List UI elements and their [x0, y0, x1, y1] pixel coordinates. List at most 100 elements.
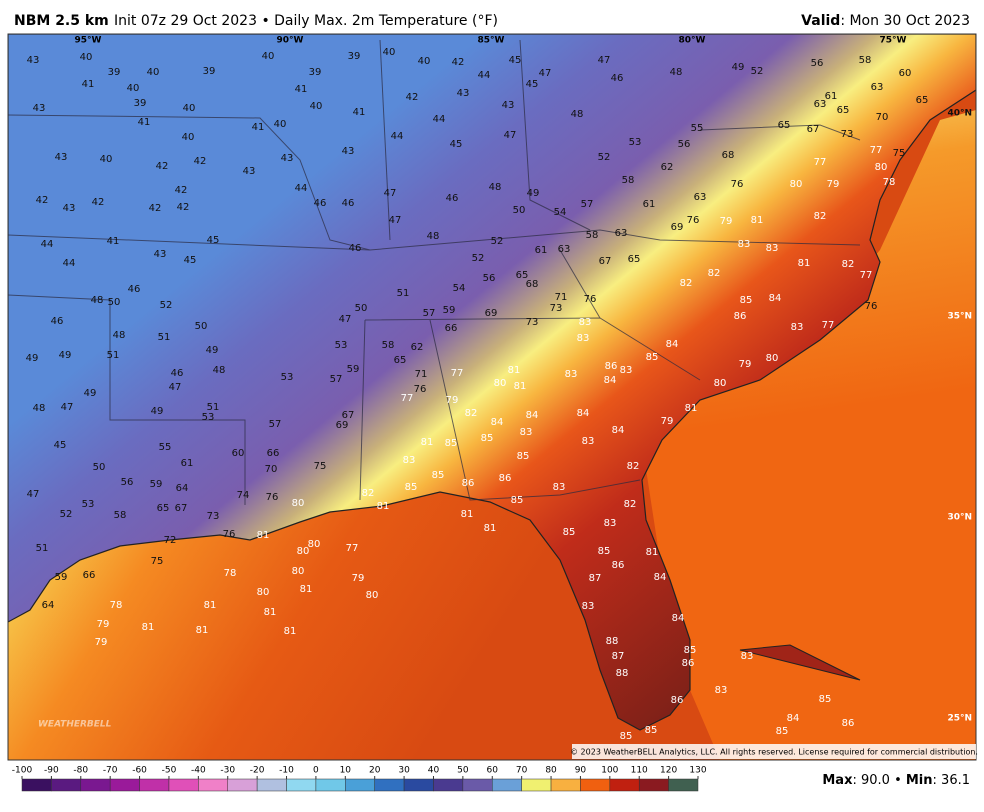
station-value: 85	[432, 470, 445, 481]
station-value: 53	[281, 372, 294, 383]
station-value: 61	[181, 458, 194, 469]
station-value: 48	[91, 295, 104, 306]
station-value: 81	[508, 365, 521, 376]
station-value: 56	[811, 58, 824, 69]
station-value: 52	[472, 253, 485, 264]
colorbar-tick-label: -10	[279, 766, 294, 776]
station-value: 46	[314, 198, 327, 209]
colorbar-swatch	[492, 778, 522, 792]
lon-label: 95°W	[75, 36, 102, 46]
station-value: 83	[604, 518, 617, 529]
station-value: 40	[310, 101, 323, 112]
colorbar-swatch	[403, 778, 434, 792]
station-value: 85	[405, 482, 418, 493]
station-value: 48	[213, 365, 226, 376]
colorbar-swatch	[609, 778, 640, 792]
station-value: 55	[159, 442, 172, 453]
station-value: 81	[377, 501, 390, 512]
station-value: 40	[274, 119, 287, 130]
station-value: 80	[308, 539, 321, 550]
station-value: 84	[769, 293, 782, 304]
station-value: 50	[513, 205, 526, 216]
station-value: 85	[445, 438, 458, 449]
station-value: 79	[720, 216, 733, 227]
lat-label: 25°N	[947, 714, 972, 724]
station-value: 86	[671, 695, 684, 706]
station-value: 40	[182, 132, 195, 143]
station-value: 79	[97, 619, 110, 630]
station-value: 83	[579, 317, 592, 328]
station-value: 85	[511, 495, 524, 506]
valid-label: Valid	[801, 13, 840, 29]
station-value: 86	[499, 473, 512, 484]
colorbar-tick-label: -70	[103, 766, 118, 776]
station-value: 77	[814, 157, 827, 168]
station-value: 80	[766, 353, 779, 364]
logo: WEATHERBELL	[38, 720, 112, 730]
station-value: 67	[807, 124, 820, 135]
station-value: 75	[893, 148, 906, 159]
station-value: 51	[36, 543, 49, 554]
station-value: 50	[355, 303, 368, 314]
station-value: 65	[628, 254, 641, 265]
station-value: 45	[450, 139, 463, 150]
station-value: 60	[232, 448, 245, 459]
colorbar-tick-label: 80	[545, 766, 557, 776]
station-value: 49	[151, 406, 164, 417]
station-value: 43	[457, 88, 470, 99]
station-value: 40	[100, 154, 113, 165]
station-value: 43	[55, 152, 68, 163]
station-value: 82	[624, 499, 637, 510]
station-value: 76	[731, 179, 744, 190]
station-value: 40	[127, 83, 140, 94]
station-value: 83	[715, 685, 728, 696]
station-value: 41	[107, 236, 120, 247]
station-value: 81	[196, 625, 209, 636]
colorbar-tick-label: 20	[369, 766, 381, 776]
station-value: 43	[243, 166, 256, 177]
station-value: 83	[403, 455, 416, 466]
map-background	[8, 34, 976, 760]
station-value: 42	[452, 57, 465, 68]
station-value: 52	[160, 300, 173, 311]
station-value: 83	[766, 243, 779, 254]
station-value: 83	[791, 322, 804, 333]
colorbar-tick-label: -40	[191, 766, 206, 776]
station-value: 80	[790, 179, 803, 190]
station-value: 87	[612, 651, 625, 662]
station-value: 42	[177, 202, 190, 213]
colorbar-tick-label: -80	[73, 766, 88, 776]
colorbar-swatch	[315, 778, 346, 792]
station-value: 57	[330, 374, 343, 385]
station-value: 49	[84, 388, 97, 399]
station-value: 73	[526, 317, 539, 328]
station-value: 44	[295, 183, 308, 194]
model-name: NBM 2.5 km	[14, 13, 109, 29]
station-value: 81	[484, 523, 497, 534]
station-value: 42	[92, 197, 105, 208]
station-value: 63	[558, 244, 571, 255]
max-min: Max: 90.0 • Min: 36.1	[822, 773, 970, 788]
colorbar-swatch	[51, 778, 82, 792]
station-value: 85	[598, 546, 611, 557]
colorbar-tick-label: 50	[457, 766, 469, 776]
station-value: 81	[142, 622, 155, 633]
colorbar-swatch	[580, 778, 611, 792]
station-value: 41	[138, 117, 151, 128]
station-value: 43	[281, 153, 294, 164]
station-value: 47	[539, 68, 552, 79]
station-value: 53	[202, 412, 215, 423]
station-value: 46	[171, 368, 184, 379]
station-value: 43	[154, 249, 167, 260]
station-value: 70	[265, 464, 278, 475]
separator: •	[890, 773, 906, 788]
station-value: 81	[751, 215, 764, 226]
station-value: 45	[184, 255, 197, 266]
station-value: 67	[342, 410, 355, 421]
station-value: 53	[82, 499, 95, 510]
station-value: 81	[685, 403, 698, 414]
station-value: 81	[514, 381, 527, 392]
station-value: 73	[841, 129, 854, 140]
station-value: 42	[36, 195, 49, 206]
station-value: 87	[589, 573, 602, 584]
